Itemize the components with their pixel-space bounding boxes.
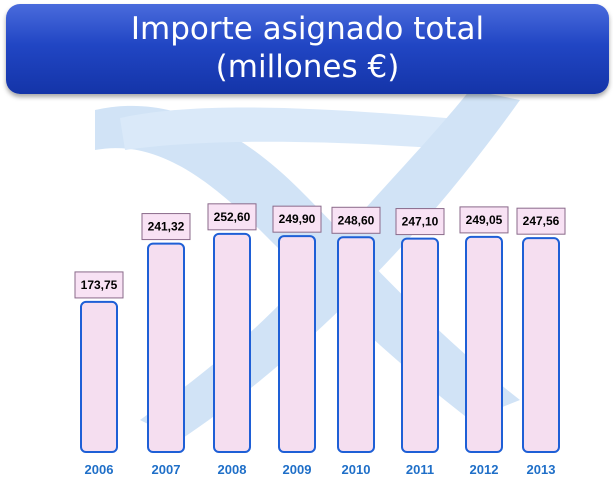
value-label-box-2011 [395, 208, 445, 236]
bar-2010 [337, 236, 375, 453]
x-tick-label-2013: 2013 [527, 462, 556, 477]
title-banner: Importe asignado total (millones €) [6, 4, 609, 94]
value-label-box-2006 [74, 271, 124, 299]
value-label-box-2007 [141, 213, 191, 241]
value-label-2012: 249,05 [466, 213, 503, 227]
value-label-2011: 247,10 [402, 215, 439, 229]
value-label-box-2012 [459, 206, 509, 234]
chart-title-line-1: Importe asignado total [130, 11, 485, 47]
bar-series [80, 232, 560, 453]
value-label-box-2008 [207, 203, 257, 231]
value-label-2009: 249,90 [279, 212, 316, 226]
value-label-box-2010 [331, 206, 381, 234]
x-tick-label-2006: 2006 [85, 462, 114, 477]
value-label-2006: 173,75 [81, 278, 118, 292]
bar-2009 [278, 235, 316, 453]
bar-2007 [147, 242, 185, 453]
bar-2012 [465, 235, 503, 453]
value-label-box-2009 [272, 205, 322, 233]
bar-2008 [213, 232, 251, 453]
x-tick-label-2012: 2012 [470, 462, 499, 477]
x-axis-tick-labels: 2006 2007 2008 2009 2010 2011 2012 2013 [85, 462, 556, 477]
value-label-2007: 241,32 [148, 220, 185, 234]
value-label-box-2013 [516, 207, 566, 235]
x-tick-label-2007: 2007 [152, 462, 181, 477]
chart-title-line-2: (millones €) [215, 49, 400, 85]
x-tick-label-2011: 2011 [406, 462, 434, 477]
value-label-2008: 252,60 [214, 210, 251, 224]
value-label-2013: 247,56 [523, 214, 560, 228]
x-tick-label-2008: 2008 [218, 462, 247, 477]
value-labels: 173,75 241,32 252,60 249,90 248,60 247,10 249,… [74, 203, 566, 299]
value-label-2010: 248,60 [338, 213, 375, 227]
x-tick-label-2009: 2009 [283, 462, 312, 477]
bar-2013 [522, 237, 560, 453]
bar-2011 [401, 237, 439, 453]
x-tick-label-2010: 2010 [342, 462, 371, 477]
bar-2006 [80, 300, 118, 453]
